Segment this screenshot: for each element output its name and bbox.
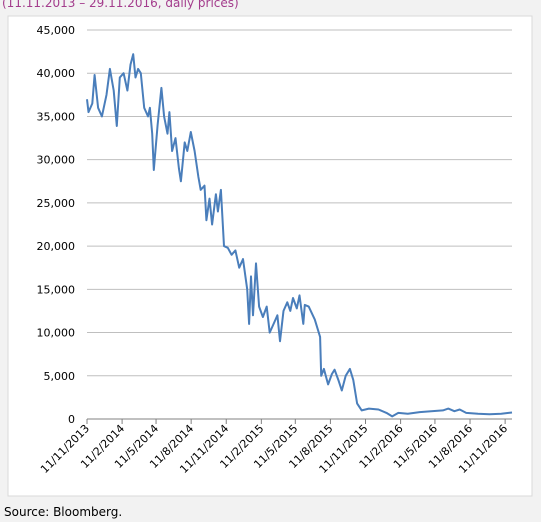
source: Source: Bloomberg. (4, 505, 122, 519)
y-tick-label: 45,000 (37, 24, 76, 37)
y-tick-label: 15,000 (37, 283, 76, 296)
y-tick-label: 40,000 (37, 67, 76, 80)
y-tick-label: 20,000 (37, 240, 76, 253)
price-line (86, 53, 513, 418)
y-tick-label: 10,000 (37, 327, 76, 340)
y-tick-label: 5,000 (44, 370, 76, 383)
subtitle: (11.11.2013 – 29.11.2016, daily prices) (2, 0, 239, 10)
y-tick-label: 30,000 (37, 154, 76, 167)
y-tick-label: 35,000 (37, 110, 76, 123)
y-tick-label: 25,000 (37, 197, 76, 210)
chart-area (7, 15, 533, 497)
y-tick-label: 0 (68, 413, 75, 426)
